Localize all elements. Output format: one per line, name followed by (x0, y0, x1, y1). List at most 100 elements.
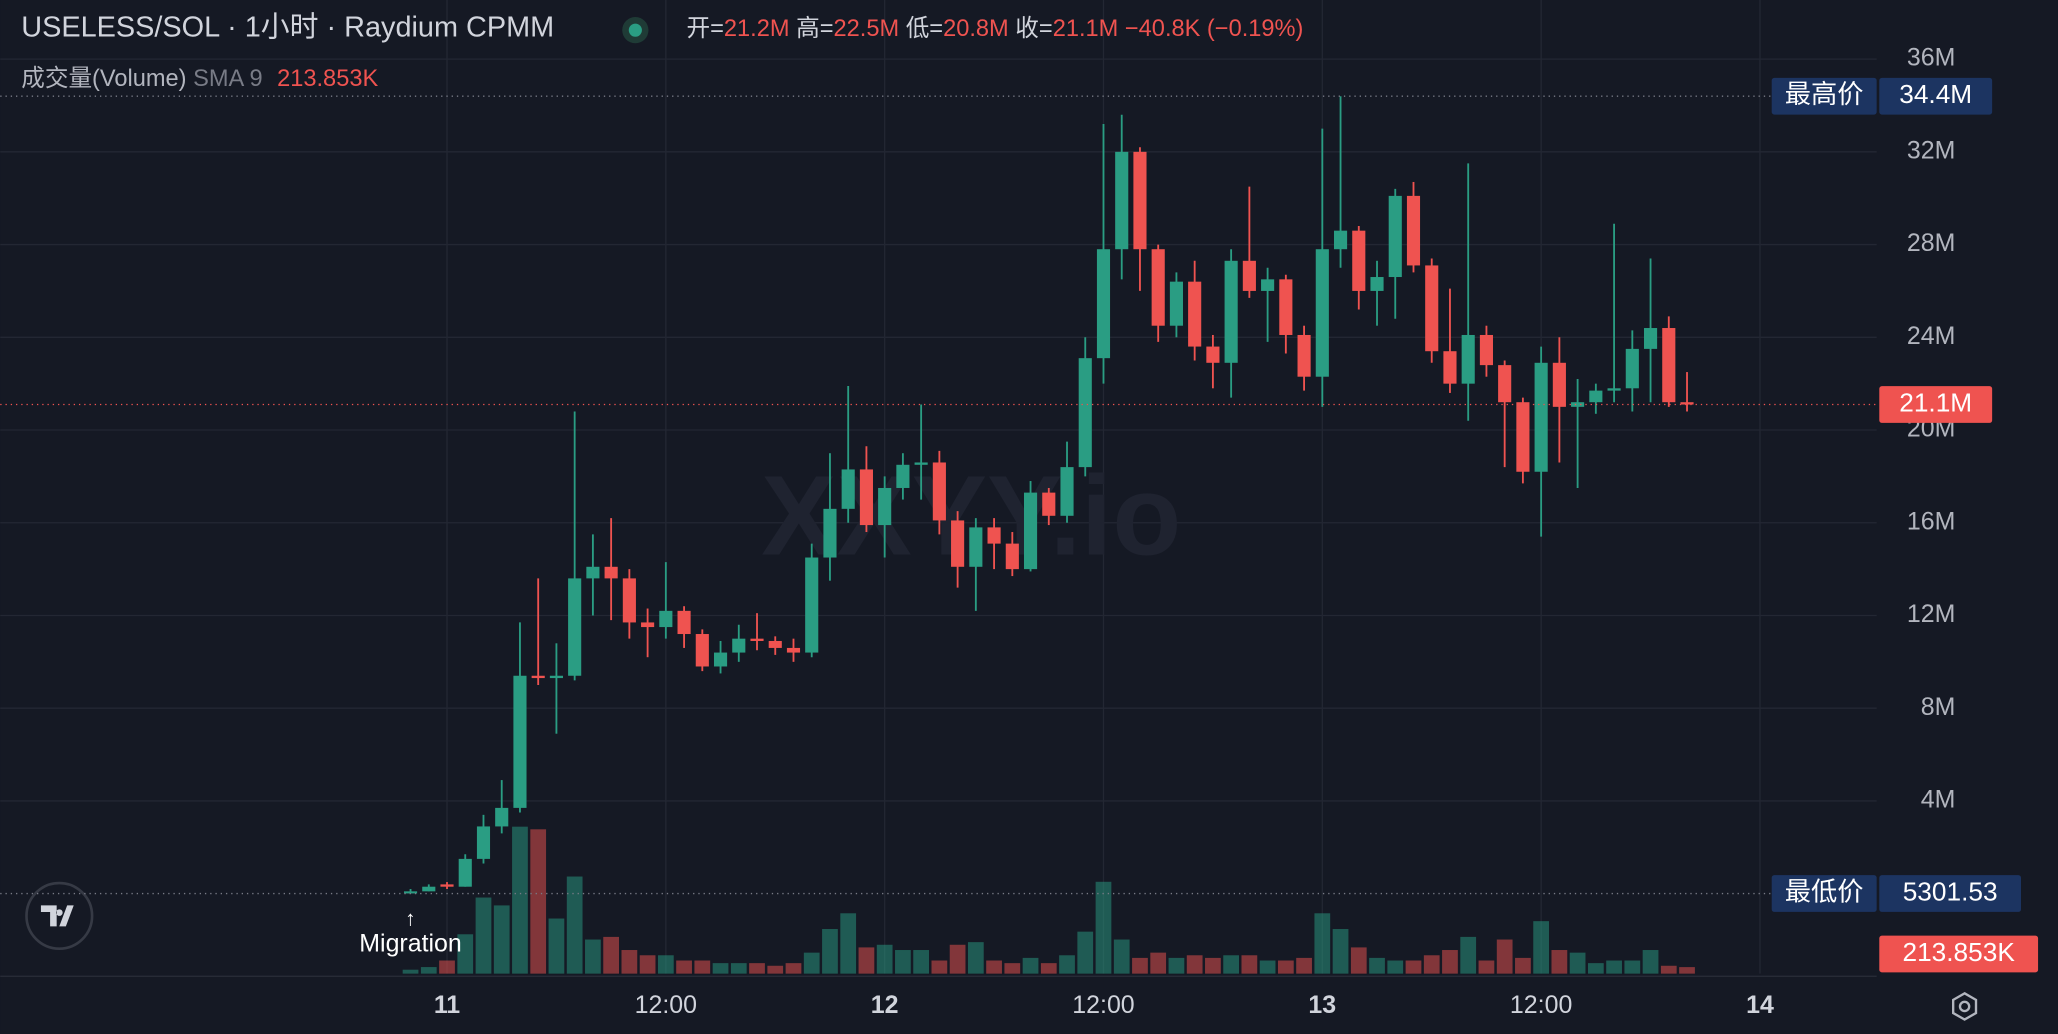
candle-body (1297, 334, 1311, 377)
volume-bar (1277, 960, 1294, 974)
legend-value: 22.5M (834, 16, 900, 42)
volume-bar (1186, 955, 1203, 974)
volume-bar (822, 929, 838, 974)
candle-body (1625, 348, 1639, 389)
volume-bar (548, 918, 565, 974)
legend-value: 21.2M (724, 16, 790, 42)
volume-bar (1223, 955, 1240, 974)
candle-body (1352, 230, 1366, 291)
candle-body (1206, 346, 1220, 363)
candle-body (622, 578, 636, 623)
candle-body (1370, 277, 1384, 291)
volume-bar (986, 960, 1002, 974)
candle-body (476, 826, 491, 859)
candle-body (951, 520, 965, 567)
settings-icon (1951, 991, 1978, 1021)
y-tick-label: 36M (1907, 44, 1955, 72)
volume-bar (1624, 960, 1641, 974)
volume-bar (676, 960, 692, 974)
annotation-text: Migration (359, 929, 462, 957)
settings-button[interactable] (1951, 991, 1978, 1021)
volume-bar (1241, 955, 1258, 974)
volume-bar (949, 944, 966, 974)
volume-bar (1533, 921, 1550, 974)
candle-body (1552, 362, 1566, 407)
volume-bar (1460, 936, 1477, 974)
candle-body (1643, 328, 1658, 349)
volume-bar (1077, 931, 1094, 974)
candle-body (1169, 281, 1183, 326)
volume-bar (530, 829, 547, 974)
max-price-label: 34.4M (1899, 79, 1972, 109)
last-price-label-box (1879, 386, 1993, 423)
volume-bar (840, 913, 857, 974)
volume-bar (1496, 939, 1513, 974)
volume-bar (913, 950, 930, 974)
volume-bar (1132, 957, 1148, 974)
volume-bar (1022, 957, 1039, 974)
candle-body (1151, 249, 1165, 326)
candle-body (859, 469, 873, 526)
legend-change: −40.8K (−0.19%) (1125, 16, 1304, 42)
settings-icon-center (1958, 1000, 1971, 1013)
volume-value: 213.853K (277, 66, 378, 92)
candle-body (1279, 279, 1293, 335)
candle-body (1461, 334, 1475, 384)
candle-body (440, 884, 454, 887)
status-dot (628, 23, 642, 37)
candle-body (513, 675, 527, 808)
max-price-title-box (1771, 77, 1877, 115)
candle-body (641, 622, 655, 628)
volume-bar (1095, 881, 1112, 974)
y-tick-label: 32M (1907, 136, 1955, 164)
volume-bar (1478, 960, 1495, 974)
candle-body (1443, 351, 1457, 384)
chart-title: USELESS/SOL · 1小时 · Raydium CPMM (21, 11, 554, 43)
logo-mark (40, 905, 74, 927)
y-tick-label: 4M (1921, 786, 1956, 814)
candle-body (1498, 365, 1512, 403)
x-tick-label: 12:00 (635, 991, 697, 1019)
x-tick-label: 11 (434, 991, 460, 1019)
candle-body (914, 462, 928, 465)
logo[interactable] (25, 881, 94, 951)
annotation-arrow: ↑ (405, 907, 415, 930)
volume-bar (931, 960, 948, 974)
volume-bar (1679, 967, 1695, 974)
volume-label-box (1879, 935, 2039, 973)
volume-title: 成交量(Volume) SMA 9 213.853K (21, 65, 378, 92)
volume-bar (402, 969, 419, 974)
y-tick-label: 16M (1907, 507, 1955, 535)
volume-bar (1515, 957, 1531, 974)
legend-value: 20.8M (943, 16, 1009, 42)
volume-bar (585, 939, 601, 974)
ohlc-legend: 开=21.2M 高=22.5M 低=20.8M 收=21.1M −40.8K (… (687, 15, 1304, 42)
volume-bar (1168, 957, 1185, 974)
volume-bar (1569, 952, 1586, 974)
volume-bar (420, 967, 437, 974)
candle-body (1133, 151, 1147, 250)
last-price-label: 21.1M (1899, 387, 1972, 417)
candle-body (823, 508, 837, 558)
candle-body (422, 886, 436, 892)
volume-bar (475, 897, 492, 974)
volume-bar (1642, 950, 1659, 974)
volume-bar (1350, 947, 1367, 974)
candle-body (1479, 334, 1493, 366)
volume-bar (457, 934, 474, 974)
candle-body (659, 610, 673, 628)
volume-bar (1587, 963, 1604, 974)
volume-bar (767, 965, 784, 974)
volume-bar (1332, 929, 1349, 974)
volume-bar (712, 963, 729, 974)
volume-bar (895, 950, 911, 974)
volume-bar (785, 963, 802, 974)
volume-bar (1442, 950, 1458, 974)
candle-body (568, 578, 582, 676)
candle-body (458, 858, 472, 887)
candle-body (1005, 543, 1019, 570)
volume-bar (694, 960, 711, 974)
legend-label: 开= (687, 16, 724, 42)
volume-bar (803, 952, 820, 974)
